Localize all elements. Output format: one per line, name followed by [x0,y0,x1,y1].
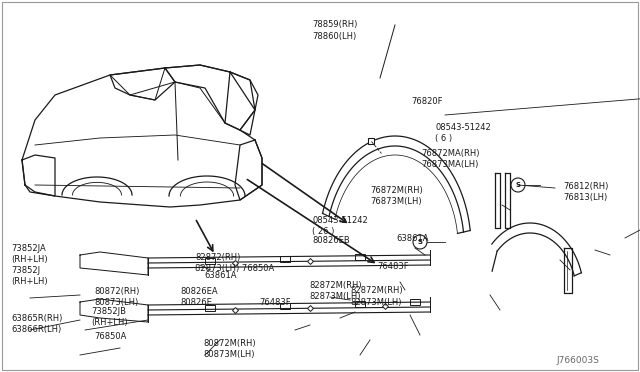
Text: 78859(RH)
78860(LH): 78859(RH) 78860(LH) [312,20,358,41]
Text: 73852J
(RH+LH): 73852J (RH+LH) [12,266,48,286]
Text: 80872(RH)
80873(LH): 80872(RH) 80873(LH) [95,287,140,307]
Text: S: S [417,239,422,245]
Text: 76872M(RH)
76873M(LH): 76872M(RH) 76873M(LH) [370,186,422,206]
Text: 63861A: 63861A [397,234,429,243]
Text: J766003S: J766003S [557,356,600,365]
Text: 76483F: 76483F [259,298,291,307]
Text: 80872M(RH)
80873M(LH): 80872M(RH) 80873M(LH) [204,339,256,359]
Text: 63865R(RH)
63866R(LH): 63865R(RH) 63866R(LH) [12,314,63,334]
Text: S: S [515,182,520,188]
Text: 76483F: 76483F [378,262,409,271]
Polygon shape [205,258,215,264]
Text: 76872MA(RH)
76873MA(LH): 76872MA(RH) 76873MA(LH) [421,149,479,169]
Text: 80826EB: 80826EB [312,236,350,245]
Polygon shape [355,254,365,260]
Polygon shape [355,301,365,307]
Polygon shape [280,303,290,309]
Text: 08543-51242
( 6 ): 08543-51242 ( 6 ) [435,123,491,143]
Text: 80826EA
80826E: 80826EA 80826E [180,287,218,307]
Text: 73852JB
(RH+LH): 73852JB (RH+LH) [92,307,128,327]
Text: 73852JA
(RH+LH): 73852JA (RH+LH) [12,244,48,264]
Polygon shape [410,299,420,305]
Polygon shape [205,305,215,311]
Polygon shape [280,256,290,262]
Text: 76850A: 76850A [95,332,127,341]
Text: 82872(RH)
82873(LH) 76850A: 82872(RH) 82873(LH) 76850A [195,253,275,273]
Text: 82872M(RH)
82873M(LH): 82872M(RH) 82873M(LH) [309,281,362,301]
Text: 63861A: 63861A [205,271,237,280]
Text: 76812(RH)
76813(LH): 76812(RH) 76813(LH) [563,182,609,202]
Text: 82872M(RH)
82873M(LH): 82872M(RH) 82873M(LH) [351,286,403,307]
Text: 08543-51242
( 26 ): 08543-51242 ( 26 ) [312,216,368,236]
Text: 76820F: 76820F [411,97,442,106]
